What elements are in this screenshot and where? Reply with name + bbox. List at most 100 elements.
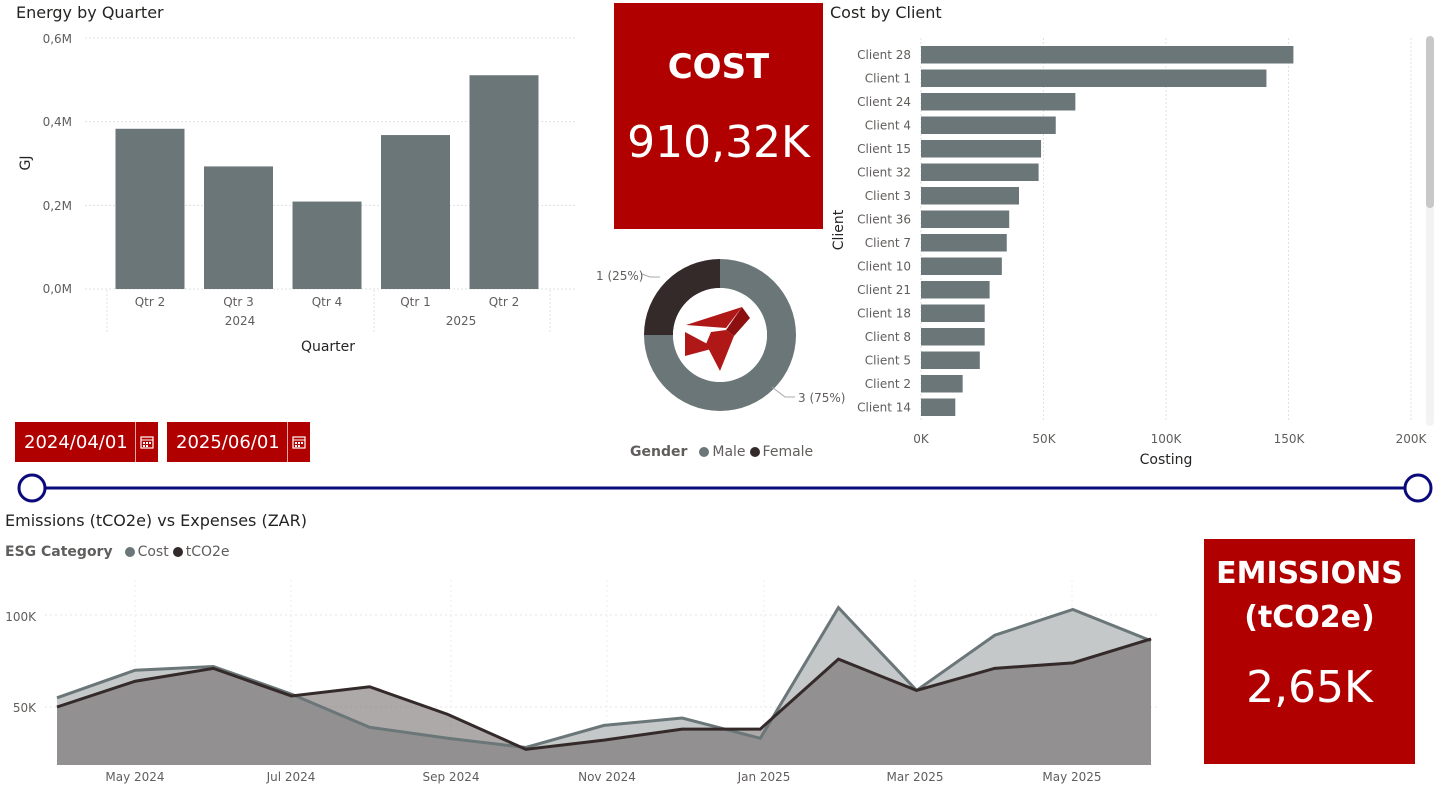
client-label: Client 8: [865, 330, 911, 344]
client-label: Client 28: [857, 48, 911, 62]
cost-legend-marker-icon: [124, 547, 135, 557]
slider-start-handle[interactable]: [17, 473, 47, 503]
client-bar[interactable]: [921, 116, 1056, 135]
client-bar[interactable]: [921, 163, 1039, 182]
scrollbar-thumb[interactable]: [1426, 36, 1434, 208]
energy-xtick: Qtr 3: [223, 295, 254, 309]
gender-legend: Gender Male Female: [630, 444, 813, 460]
client-xtick: 50K: [1032, 432, 1056, 446]
energy-bar[interactable]: [469, 75, 539, 290]
client-bar[interactable]: [921, 234, 1007, 252]
energy-bar-chart: Qtr 2 Qtr 3 Qtr 4 Qtr 1 Qtr 2 0,6M 0,4M 0,2M…: [18, 32, 575, 355]
client-chart-scrollbar[interactable]: [1426, 36, 1434, 426]
emissions-chart-title: Emissions (tCO2e) vs Expenses (ZAR): [5, 511, 307, 530]
emissions-area-chart: 100K 50K May 2024 Jul 2024 Sep 2024 Nov …: [5, 580, 1160, 784]
client-bar[interactable]: [921, 46, 1294, 64]
start-date-input[interactable]: 2024/04/01: [24, 431, 128, 453]
client-label: Client 14: [857, 401, 911, 415]
client-bar[interactable]: [921, 187, 1019, 205]
legend-item-male[interactable]: Male: [712, 444, 746, 460]
tco2e-line[interactable]: [56, 637, 1152, 751]
start-date-picker[interactable]: 2024/04/01: [15, 422, 158, 462]
energy-xtick: Qtr 1: [400, 295, 431, 309]
energy-bar[interactable]: [115, 128, 185, 289]
client-bar[interactable]: [921, 140, 1042, 158]
donut-slice-female[interactable]: [644, 259, 720, 335]
gender-donut-chart: 1 (25%) 3 (75%): [596, 259, 845, 411]
female-legend-marker-icon: [749, 447, 760, 457]
energy-bar[interactable]: [292, 201, 362, 289]
emissions-card-label-unit: (tCO2e): [1244, 600, 1375, 635]
client-bar[interactable]: [921, 93, 1076, 111]
male-data-label: 3 (75%): [798, 391, 845, 405]
energy-ytick: 0,6M: [43, 32, 72, 46]
female-data-label: 1 (25%): [596, 269, 643, 283]
date-range-slider[interactable]: [0, 470, 1441, 506]
energy-chart-title: Energy by Quarter: [16, 3, 164, 22]
energy-year-label: 2024: [225, 314, 256, 328]
emissions-xtick: May 2024: [105, 770, 164, 784]
esg-legend-title: ESG Category: [5, 544, 113, 560]
emissions-ytick: 50K: [13, 701, 37, 715]
client-label: Client 15: [857, 142, 911, 156]
client-label: Client 10: [857, 260, 911, 274]
client-xtick: 0K: [913, 432, 930, 446]
emissions-xtick: May 2025: [1042, 770, 1101, 784]
emissions-xtick: Mar 2025: [887, 770, 944, 784]
male-legend-marker-icon: [699, 447, 710, 457]
client-bar[interactable]: [921, 257, 1002, 276]
client-bar[interactable]: [921, 69, 1267, 88]
client-xtick: 200K: [1396, 432, 1428, 446]
calendar-icon[interactable]: [287, 422, 310, 462]
client-label: Client 2: [865, 377, 911, 391]
cost-line[interactable]: [56, 605, 1152, 750]
emissions-xtick: Jul 2024: [266, 770, 316, 784]
client-y-axis-label: Client: [831, 209, 847, 250]
emissions-xtick: Nov 2024: [578, 770, 636, 784]
end-date-picker[interactable]: 2025/06/01: [167, 422, 310, 462]
company-logo-icon: [685, 307, 750, 371]
client-x-axis-label: Costing: [1140, 452, 1193, 468]
slider-end-handle[interactable]: [1403, 473, 1433, 503]
tco2e-legend-marker-icon: [172, 547, 183, 557]
client-label: Client 32: [857, 166, 911, 180]
client-label: Client 1: [865, 72, 911, 86]
client-xtick: 150K: [1274, 432, 1306, 446]
gender-legend-title: Gender: [630, 444, 688, 460]
emissions-card-label: EMISSIONS: [1216, 556, 1403, 591]
energy-bar[interactable]: [381, 135, 450, 289]
client-label: Client 7: [865, 236, 911, 250]
emissions-xtick: Jan 2025: [737, 770, 791, 784]
energy-ytick: 0,2M: [43, 199, 72, 213]
energy-bar[interactable]: [204, 166, 273, 289]
client-bar[interactable]: [921, 281, 990, 299]
energy-year-label: 2025: [446, 314, 477, 328]
cost-card: COST 910,32K: [614, 3, 823, 229]
client-chart-title: Cost by Client: [830, 3, 942, 22]
calendar-icon[interactable]: [135, 422, 158, 462]
end-date-input[interactable]: 2025/06/01: [176, 431, 280, 453]
energy-xtick: Qtr 4: [312, 295, 343, 309]
esg-legend: ESG Category Cost tCO2e: [5, 544, 230, 560]
emissions-xtick: Sep 2024: [423, 770, 480, 784]
client-label: Client 24: [857, 95, 911, 109]
legend-item-female[interactable]: Female: [762, 444, 814, 460]
emissions-card: EMISSIONS (tCO2e) 2,65K: [1204, 539, 1415, 764]
emissions-ytick: 100K: [5, 610, 37, 624]
client-bar[interactable]: [921, 304, 985, 323]
energy-x-axis-label: Quarter: [301, 339, 355, 355]
client-label: Client 3: [865, 189, 911, 203]
client-bar[interactable]: [921, 328, 985, 346]
client-bar[interactable]: [921, 210, 1010, 229]
energy-ytick: 0,4M: [43, 115, 72, 129]
client-label: Client 18: [857, 307, 911, 321]
tco2e-area: [57, 638, 1151, 765]
client-bar[interactable]: [921, 375, 963, 393]
donut-slice-male[interactable]: [644, 259, 796, 411]
legend-item-cost[interactable]: Cost: [137, 544, 169, 560]
client-bar[interactable]: [921, 351, 980, 370]
client-xtick: 100K: [1151, 432, 1183, 446]
legend-item-tco2e[interactable]: tCO2e: [185, 544, 230, 560]
client-bar[interactable]: [921, 398, 956, 417]
client-label: Client 36: [857, 213, 911, 227]
